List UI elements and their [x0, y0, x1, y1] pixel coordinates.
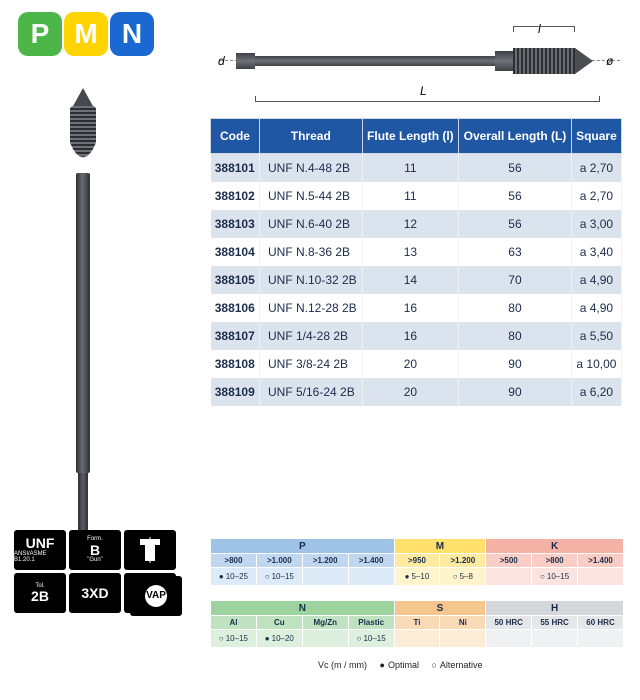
spec-col: Overall Length (L) [459, 119, 572, 154]
table-row: 388104UNF N.8-36 2B1363a 3,40 [211, 238, 622, 266]
matrix-group: M [394, 539, 486, 554]
legend: Vc (m / mm) Optimal Alternative [318, 660, 482, 670]
badge-vap: VAP [130, 576, 182, 616]
matrix-val: 10–15 [532, 568, 578, 586]
matrix-sub: >800 [211, 554, 257, 568]
matrix-sub: Mg/Zn [302, 616, 348, 630]
matrix-val [302, 568, 348, 586]
matrix-val: 10–20 [256, 630, 302, 648]
table-row: 388108UNF 3/8-24 2B2090a 10,00 [211, 350, 622, 378]
dim-d: d [218, 54, 225, 68]
matrix-sub: Ni [440, 616, 486, 630]
matrix-group: N [211, 601, 395, 616]
matrix-sub: >1.200 [302, 554, 348, 568]
spec-col: Thread [259, 119, 362, 154]
matrix-val [302, 630, 348, 648]
matrix-sub: >950 [394, 554, 440, 568]
matrix-group: P [211, 539, 395, 554]
spec-col: Code [211, 119, 260, 154]
matrix-sub: Plastic [348, 616, 394, 630]
matrix-val: 5–10 [394, 568, 440, 586]
matrix-val [578, 568, 624, 586]
matrix-sub: 60 HRC [578, 616, 624, 630]
matrix-val [486, 630, 532, 648]
matrix-sub: >1.400 [348, 554, 394, 568]
matrix-sub: Cu [256, 616, 302, 630]
table-row: 388103UNF N.6-40 2B1256a 3,00 [211, 210, 622, 238]
badge-unf: UNFANSI/ASME B1.20.1 [14, 530, 66, 570]
dim-dia: ø [606, 54, 613, 68]
badge-hole [124, 530, 176, 570]
matrix-val: 10–25 [211, 568, 257, 586]
logo-p: P [18, 12, 62, 56]
matrix-sub: >1.200 [440, 554, 486, 568]
table-row: 388102UNF N.5-44 2B1156a 2,70 [211, 182, 622, 210]
matrix-group: H [486, 601, 624, 616]
logo-n: N [110, 12, 154, 56]
matrix-val: 10–15 [348, 630, 394, 648]
spec-col: Flute Length (l) [362, 119, 459, 154]
matrix-val [394, 630, 440, 648]
matrix-val [440, 630, 486, 648]
matrix-sub: 55 HRC [532, 616, 578, 630]
matrix-val: 10–15 [211, 630, 257, 648]
matrix-nsh: NSH AlCuMg/ZnPlasticTiNi50 HRC55 HRC60 HR… [210, 600, 624, 648]
matrix-group: S [394, 601, 486, 616]
matrix-group: K [486, 539, 624, 554]
spec-col: Square [571, 119, 621, 154]
matrix-sub: Ti [394, 616, 440, 630]
badge-xd: 3XD [69, 573, 121, 613]
matrix-val [578, 630, 624, 648]
matrix-val [532, 630, 578, 648]
matrix-sub: >800 [532, 554, 578, 568]
material-logo: P M N [18, 12, 154, 56]
matrix-pmk: PMK>800>1.000>1.200>1.400>950>1.200>500>… [210, 538, 624, 586]
table-row: 388106UNF N.12-28 2B1680a 4,90 [211, 294, 622, 322]
spec-table: CodeThreadFlute Length (l)Overall Length… [210, 118, 622, 406]
table-row: 388109UNF 5/16-24 2B2090a 6,20 [211, 378, 622, 406]
badge-form: Form.B"Gun" [69, 530, 121, 570]
matrix-sub: >1.400 [578, 554, 624, 568]
table-row: 388101UNF N.4-48 2B1156a 2,70 [211, 154, 622, 183]
matrix-val [348, 568, 394, 586]
tool-image-vertical [60, 78, 106, 498]
matrix-sub: >500 [486, 554, 532, 568]
matrix-val: 10–15 [256, 568, 302, 586]
badge-tol: Tol.2B [14, 573, 66, 613]
matrix-val: 5–8 [440, 568, 486, 586]
matrix-sub: 50 HRC [486, 616, 532, 630]
table-row: 388107UNF 1/4-28 2B1680a 5,50 [211, 322, 622, 350]
dimension-diagram: l L d ø [220, 18, 620, 106]
matrix-val [486, 568, 532, 586]
table-row: 388105UNF N.10-32 2B1470a 4,90 [211, 266, 622, 294]
matrix-sub: Al [211, 616, 257, 630]
matrix-sub: >1.000 [256, 554, 302, 568]
logo-m: M [64, 12, 108, 56]
